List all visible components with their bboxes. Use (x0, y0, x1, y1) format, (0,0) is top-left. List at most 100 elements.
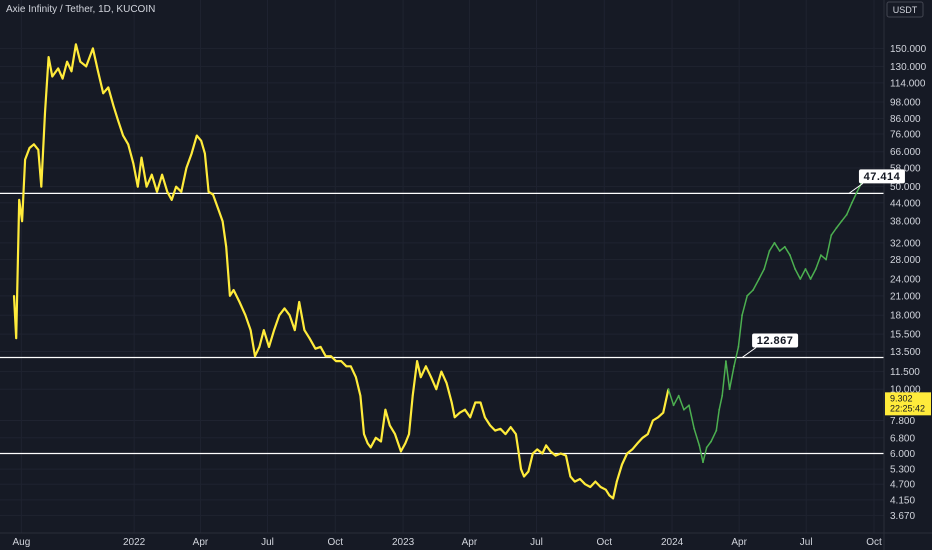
data-point (626, 452, 628, 455)
data-point (319, 346, 322, 348)
y-tick-label: 6.000 (890, 449, 915, 460)
x-tick-label: Apr (193, 537, 209, 548)
data-point (458, 411, 461, 414)
data-point (705, 446, 708, 449)
data-point (646, 433, 649, 435)
data-point (13, 294, 15, 297)
data-point (44, 111, 46, 114)
data-point (51, 75, 54, 78)
data-point (258, 346, 261, 348)
x-tick-label: Oct (597, 537, 613, 548)
data-point (494, 429, 497, 432)
data-point (536, 448, 539, 451)
data-point (232, 289, 235, 291)
data-point (814, 268, 817, 270)
data-point (359, 394, 362, 397)
data-point (411, 394, 414, 397)
data-point (733, 365, 735, 368)
data-point (166, 190, 169, 193)
data-point (61, 77, 64, 80)
data-point (804, 268, 807, 270)
data-point (517, 452, 520, 455)
data-point (599, 486, 602, 488)
data-point (741, 314, 743, 317)
data-point (161, 173, 164, 176)
data-point (657, 416, 659, 419)
data-point (608, 494, 611, 497)
chart-title: Axie Infinity / Tether, 1D, KUCOIN (6, 4, 155, 15)
data-point (702, 461, 704, 464)
data-point (349, 365, 352, 368)
data-point (416, 360, 418, 362)
data-point (594, 480, 597, 483)
data-point (799, 278, 802, 280)
data-point (688, 404, 690, 407)
y-tick-label: 66.000 (890, 147, 921, 158)
x-tick-label: Jul (800, 537, 813, 548)
data-point (825, 258, 827, 261)
y-tick-label: 44.000 (890, 198, 921, 209)
price-series (12, 43, 869, 500)
data-point (21, 220, 23, 223)
y-tick-label: 6.800 (890, 433, 915, 444)
data-point (631, 448, 634, 451)
y-tick-label: 13.500 (890, 347, 921, 358)
data-point (207, 190, 210, 193)
x-tick-label: Apr (462, 537, 478, 548)
data-point (763, 268, 766, 270)
data-point (737, 346, 740, 348)
data-point (662, 411, 665, 414)
data-point (355, 376, 357, 379)
data-point (132, 162, 135, 165)
data-point (425, 365, 427, 368)
data-point (758, 278, 760, 280)
callout-box (752, 333, 799, 348)
data-point (204, 152, 206, 155)
data-point (400, 450, 402, 453)
data-point (102, 92, 105, 95)
level-callouts: 47.414 12.867 (741, 169, 905, 358)
data-point (330, 355, 332, 358)
data-point (380, 440, 382, 443)
data-point (636, 442, 639, 445)
data-point (85, 65, 88, 68)
data-point (835, 227, 838, 229)
price-axis[interactable]: 150.000 130.000 114.000 98.000 86.000 76.000 6… (883, 0, 927, 550)
data-point (122, 134, 124, 137)
time-axis[interactable]: Aug 2022 Apr Jul Oct 2023 Apr Jul Oct 2024 Apr Jul O… (0, 532, 932, 548)
data-point (489, 424, 491, 427)
y-tick-label: 98.000 (890, 97, 921, 108)
data-point (288, 314, 291, 317)
data-point (33, 143, 35, 146)
y-tick-label: 24.000 (890, 275, 921, 286)
data-point (225, 245, 228, 248)
data-point (70, 70, 73, 73)
data-point (28, 147, 31, 149)
callout-box (858, 169, 905, 184)
data-point (589, 486, 592, 488)
y-tick-label: 130.000 (890, 62, 927, 73)
data-point (394, 433, 396, 435)
data-point (335, 360, 337, 362)
data-point (573, 480, 576, 483)
data-point (672, 404, 675, 407)
data-point (140, 156, 143, 159)
currency-button[interactable]: USDT (886, 1, 924, 18)
y-tick-label: 21.000 (890, 291, 921, 302)
data-point (345, 365, 348, 368)
data-point (667, 388, 670, 391)
data-point (464, 408, 466, 411)
data-point (677, 394, 680, 397)
data-point (520, 468, 522, 470)
data-point (789, 254, 791, 257)
data-point (92, 47, 94, 50)
series-line (667, 176, 868, 463)
data-point (127, 143, 130, 146)
x-tick-label: Oct (328, 537, 344, 548)
data-point (366, 442, 369, 445)
data-point (527, 470, 530, 473)
data-point (840, 220, 843, 223)
